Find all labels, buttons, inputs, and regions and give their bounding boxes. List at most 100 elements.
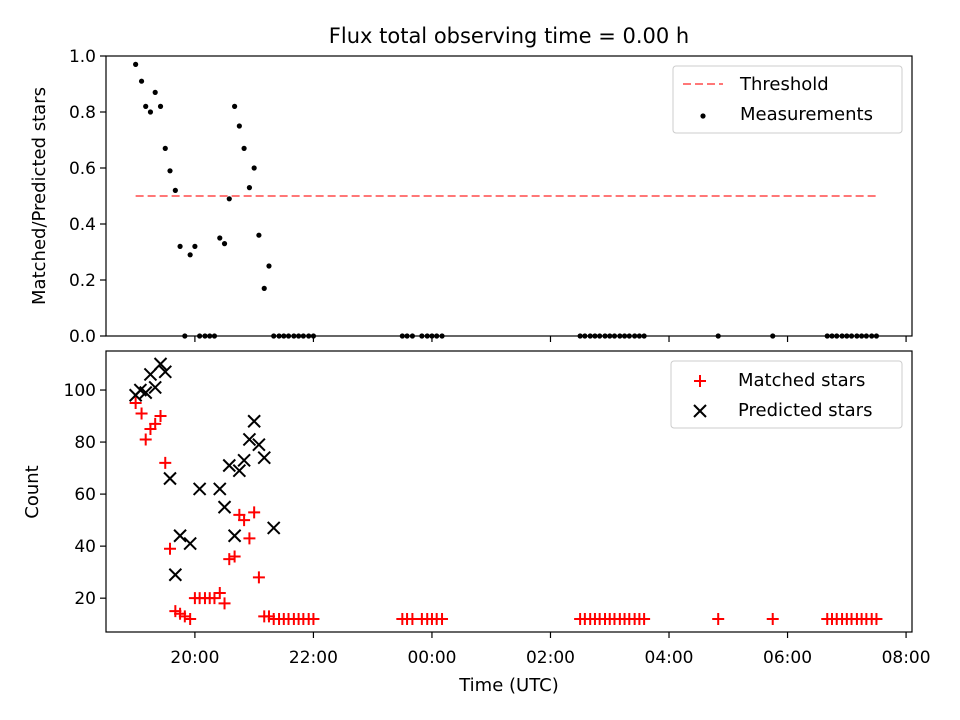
measurement-point <box>226 196 232 202</box>
matched-star-point <box>178 610 191 623</box>
measurement-point <box>232 103 238 109</box>
predicted-star-point <box>158 365 172 379</box>
measurement-point <box>310 333 317 339</box>
legend-matched-swatch <box>694 375 706 387</box>
measurement-point <box>611 333 618 339</box>
predicted-star-point <box>192 482 207 496</box>
measurement-point <box>152 89 158 95</box>
x-tick-label: 08:00 <box>882 648 931 668</box>
bottom-panel: 20 40 60 80 100 20:00 22:00 00:00 02:00 04:00 06:… <box>22 350 931 696</box>
measurement-point <box>241 145 247 151</box>
measurement-point <box>641 333 647 339</box>
measurement-point <box>592 333 598 339</box>
matched-star-point <box>208 592 221 605</box>
measurement-point <box>854 333 860 339</box>
measurement-point <box>404 333 410 339</box>
measurement-point <box>306 333 312 339</box>
y-tick-label: 0.4 <box>69 215 96 235</box>
measurement-point <box>177 243 183 249</box>
matched-star-point <box>638 612 651 625</box>
predicted-star-point <box>173 529 187 543</box>
top-legend-box <box>672 65 903 134</box>
measurement-point <box>261 285 267 291</box>
x-tick-label: 22:00 <box>289 648 338 668</box>
chart-title: Flux total observing time = 0.00 h <box>329 24 689 48</box>
top-y-axis: 0.0 0.2 0.4 0.6 0.8 1.0 <box>69 47 106 347</box>
measurement-point <box>617 333 623 339</box>
matched-star-point <box>307 612 320 625</box>
matched-star-point <box>139 433 152 446</box>
measurement-point <box>859 333 865 339</box>
measurement-point <box>291 333 297 339</box>
predicted-star-point <box>213 482 227 496</box>
y-tick-label: 0.0 <box>69 327 96 347</box>
measurement-point <box>863 333 869 339</box>
predicted-star-point <box>163 471 177 486</box>
legend-measurements-label: Measurements <box>740 104 873 125</box>
top-panel: 0.0 0.2 0.4 0.6 0.8 1.0 Matched/Predicted sta… <box>29 47 913 347</box>
measurement-point <box>607 333 613 339</box>
y-tick-label: 40 <box>74 537 96 557</box>
measurement-point <box>276 333 282 339</box>
predicted-star-point <box>232 463 247 478</box>
measurement-point <box>582 333 588 339</box>
measurement-point <box>770 333 776 339</box>
measurement-point <box>281 333 287 339</box>
measurement-point <box>256 232 262 238</box>
predicted-star-point <box>252 437 266 452</box>
matched-star-point <box>766 612 779 625</box>
matched-star-point <box>213 586 226 599</box>
predicted-star-point <box>247 414 261 428</box>
matched-star-point <box>228 550 241 563</box>
measurement-point <box>829 333 835 339</box>
y-tick-label: 1.0 <box>69 47 96 67</box>
x-tick-label: 06:00 <box>763 648 812 668</box>
measurement-point <box>182 333 188 339</box>
predicted-star-point <box>242 432 257 447</box>
predicted-star-point <box>257 450 271 465</box>
legend-measurements-swatch <box>700 113 706 119</box>
bottom-legend: Matched stars Predicted stars <box>670 360 903 429</box>
measurement-point <box>207 333 213 339</box>
measurement-point <box>632 333 638 339</box>
measurement-point <box>157 103 164 109</box>
measurement-point <box>577 333 583 339</box>
bottom-series <box>128 357 883 625</box>
measurement-point <box>824 333 830 339</box>
matched-star-point <box>712 612 725 625</box>
matched-star-point <box>238 514 251 527</box>
measurement-point <box>266 263 272 269</box>
measurement-point <box>636 333 642 339</box>
bottom-y-axis: 20 40 60 80 100 <box>64 381 106 609</box>
measurement-point <box>271 333 277 339</box>
measurement-point <box>236 123 242 129</box>
measurement-point <box>246 185 253 191</box>
measurement-point <box>844 333 850 339</box>
matched-star-point <box>184 612 197 625</box>
measurement-point <box>143 103 149 109</box>
matched-star-point <box>129 397 142 410</box>
top-y-axis-label: Matched/Predicted stars <box>29 87 50 305</box>
measurement-point <box>429 333 435 339</box>
measurement-point <box>187 252 193 258</box>
measurement-point <box>217 235 223 241</box>
measurement-point <box>587 333 593 339</box>
measurement-point <box>192 243 198 249</box>
measurement-point <box>834 333 840 339</box>
measurement-point <box>172 187 178 193</box>
x-tick-label: 02:00 <box>526 648 575 668</box>
top-legend: Threshold Measurements <box>672 65 903 134</box>
bottom-legend-box <box>670 360 903 429</box>
measurement-point <box>300 333 306 339</box>
legend-predicted-label: Predicted stars <box>738 400 872 421</box>
measurement-point <box>839 333 845 339</box>
y-tick-label: 20 <box>74 589 96 609</box>
x-tick-label: 20:00 <box>170 648 219 668</box>
measurement-point <box>602 333 608 339</box>
measurement-point <box>162 145 168 151</box>
y-tick-label: 0.6 <box>69 159 96 179</box>
top-series <box>133 61 880 339</box>
matched-star-point <box>870 612 883 625</box>
matched-star-point <box>149 417 162 430</box>
